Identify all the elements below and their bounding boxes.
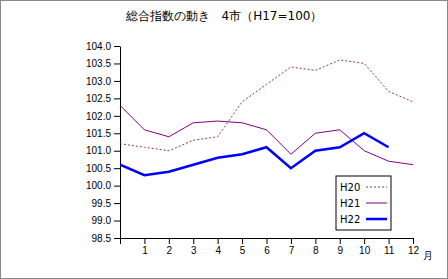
x-tick-mark (120, 238, 121, 244)
x-tick-label: 5 (240, 245, 246, 256)
x-tick-mark (340, 238, 341, 244)
y-tick-mark (114, 238, 120, 239)
y-tick-label: 103.5 (86, 58, 111, 69)
x-tick-mark (193, 238, 194, 244)
x-tick-mark (364, 238, 365, 244)
y-tick-label: 103.0 (86, 76, 111, 87)
y-tick: 103.5 (86, 58, 120, 69)
x-tick-mark (291, 238, 292, 244)
y-tick-mark (114, 116, 120, 117)
y-tick: 102.0 (86, 111, 120, 122)
y-tick: 104.0 (86, 41, 120, 52)
x-tick-mark (144, 238, 145, 244)
y-tick-mark (114, 221, 120, 222)
x-tick-label: 11 (384, 245, 395, 256)
y-tick-mark (114, 168, 120, 169)
legend: H20 H21 H22 (336, 176, 391, 230)
x-tick: 8 (313, 238, 319, 256)
y-tick: 102.5 (86, 93, 120, 104)
legend-label: H20 (340, 182, 360, 193)
x-tick-label: 12 (408, 245, 420, 256)
x-tick-label: 6 (264, 245, 270, 256)
y-tick-label: 101.0 (86, 145, 111, 156)
x-axis-title: 月 (423, 250, 433, 261)
y-tick-mark (114, 133, 120, 134)
x-tick-mark (315, 238, 316, 244)
legend-box (336, 176, 391, 230)
x-axis: 123456789101112 (121, 238, 420, 256)
y-tick: 100.0 (86, 180, 120, 191)
y-tick: 98.5 (92, 233, 120, 244)
legend-swatch (366, 203, 387, 204)
x-tick: 11 (384, 238, 395, 256)
y-tick: 101.0 (86, 145, 120, 156)
legend-swatch (366, 187, 387, 188)
x-tick-label: 3 (191, 245, 197, 256)
y-axis: 98.5 99.0 99.5 100.0 100.5 101.0 101.5 102.0 102… (86, 41, 121, 244)
chart: 総合指数の動き 4市（H17=100） 98.5 99.0 99.5 100.0 100.… (0, 0, 448, 279)
x-tick: 2 (167, 238, 173, 256)
x-tick-label: 8 (313, 245, 319, 256)
legend-label: H22 (340, 214, 360, 225)
x-tick-label: 2 (167, 245, 173, 256)
x-tick-label: 10 (359, 245, 371, 256)
x-tick-label: 4 (215, 245, 221, 256)
x-tick: 7 (289, 238, 295, 256)
y-tick-mark (114, 46, 120, 47)
x-tick: 9 (337, 238, 343, 256)
y-tick-label: 102.0 (86, 111, 111, 122)
x-tick (120, 238, 121, 244)
y-tick: 101.5 (86, 128, 120, 139)
x-tick-label: 7 (289, 245, 295, 256)
y-tick-mark (114, 98, 120, 99)
legend-swatch (366, 218, 387, 221)
series-line (120, 133, 389, 175)
legend-label: H21 (340, 198, 360, 209)
x-tick: 12 (408, 238, 420, 256)
y-tick: 99.5 (92, 198, 120, 209)
y-tick-label: 99.5 (92, 198, 112, 209)
y-tick-mark (114, 203, 120, 204)
y-tick-label: 100.0 (86, 180, 111, 191)
y-tick-mark (114, 151, 120, 152)
y-tick-mark (114, 186, 120, 187)
plot-lines (120, 60, 413, 175)
title: 総合指数の動き 4市（H17=100） (125, 9, 323, 23)
y-tick: 99.0 (92, 215, 120, 226)
x-tick: 4 (215, 238, 221, 256)
y-axis-line (120, 47, 121, 239)
x-tick: 1 (142, 238, 148, 256)
x-tick-label: 1 (142, 245, 148, 256)
y-tick-label: 104.0 (86, 41, 111, 52)
x-tick-mark (242, 238, 243, 244)
chart-border (1, 1, 448, 279)
x-tick: 5 (240, 238, 246, 256)
y-tick: 103.0 (86, 76, 120, 87)
x-tick-mark (267, 238, 268, 244)
x-tick: 10 (359, 238, 371, 256)
y-tick-label: 101.5 (86, 128, 111, 139)
y-tick-label: 99.0 (92, 215, 112, 226)
x-tick-mark (389, 238, 390, 244)
y-tick-label: 100.5 (86, 163, 111, 174)
y-tick-label: 98.5 (92, 233, 112, 244)
x-tick: 3 (191, 238, 197, 256)
y-tick-label: 102.5 (86, 93, 111, 104)
x-tick-mark (218, 238, 219, 244)
x-tick-mark (169, 238, 170, 244)
x-tick-label: 9 (337, 245, 343, 256)
y-tick-mark (114, 63, 120, 64)
y-tick-mark (114, 81, 120, 82)
y-tick: 100.5 (86, 163, 120, 174)
x-tick-mark (413, 238, 414, 244)
x-tick: 6 (264, 238, 270, 256)
